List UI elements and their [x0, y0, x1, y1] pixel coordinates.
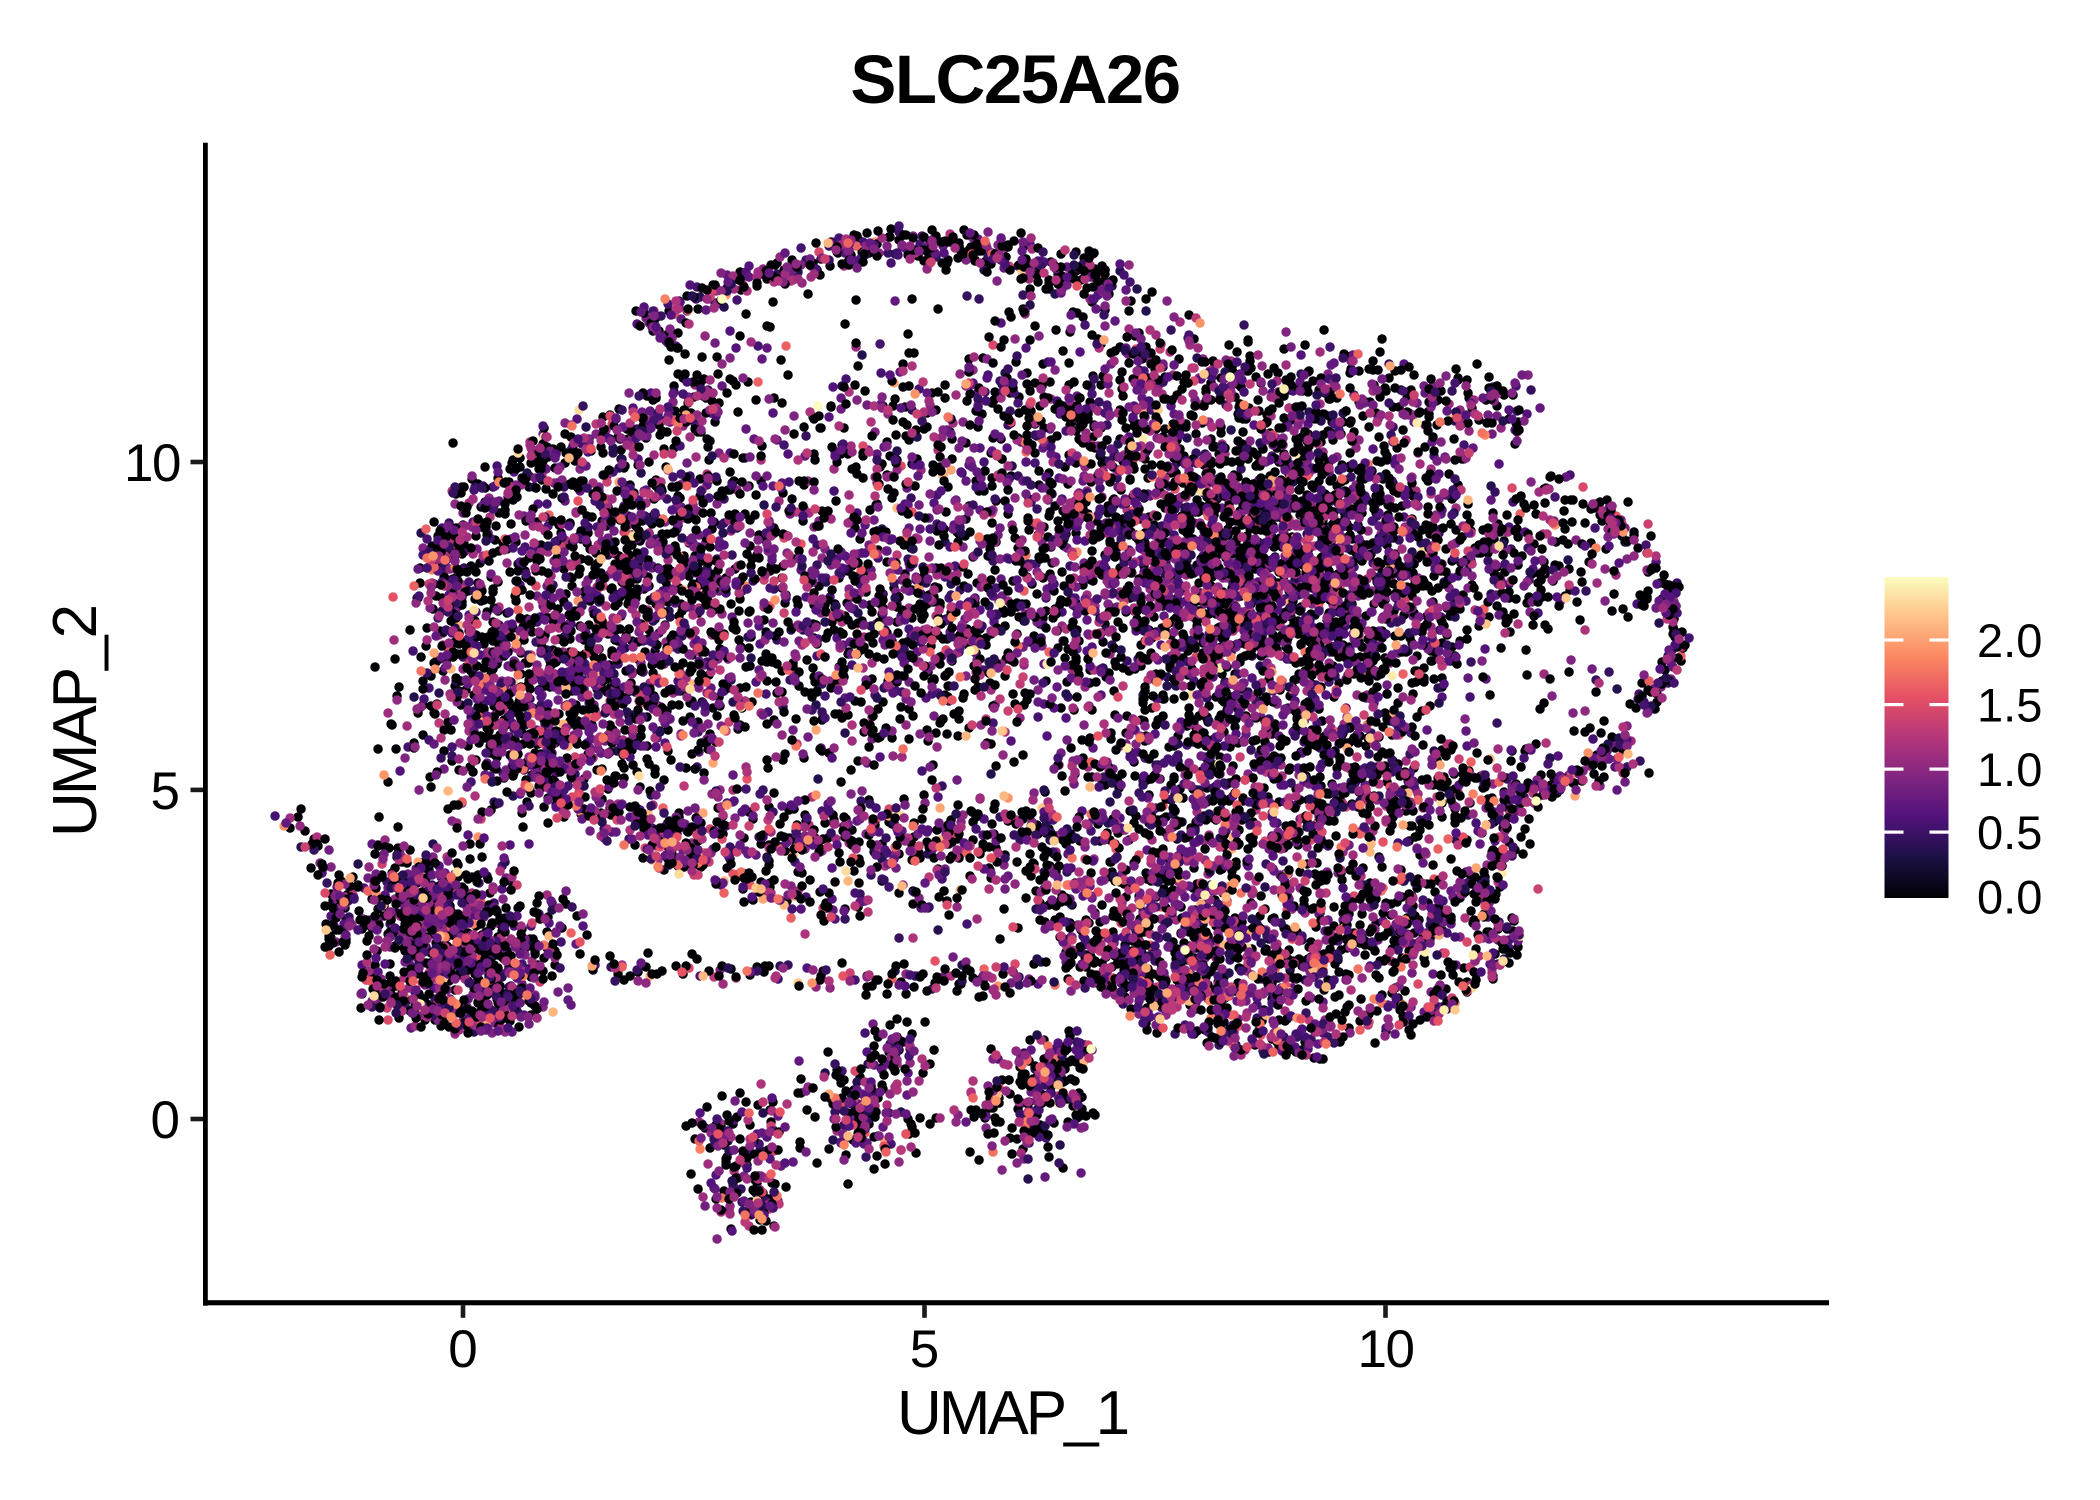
svg-text:10: 10 — [1358, 1320, 1414, 1379]
svg-text:1.0: 1.0 — [1977, 743, 2042, 796]
svg-text:10: 10 — [124, 434, 180, 493]
svg-text:2.0: 2.0 — [1977, 614, 2042, 667]
svg-text:UMAP_2: UMAP_2 — [41, 606, 110, 837]
svg-text:5: 5 — [151, 762, 180, 821]
svg-text:5: 5 — [910, 1320, 939, 1379]
svg-text:0: 0 — [151, 1091, 180, 1150]
svg-text:UMAP_1: UMAP_1 — [897, 1379, 1128, 1448]
svg-text:0.0: 0.0 — [1977, 871, 2042, 924]
svg-text:SLC25A26: SLC25A26 — [850, 41, 1179, 118]
svg-text:0.5: 0.5 — [1977, 806, 2042, 859]
svg-text:0: 0 — [448, 1320, 477, 1379]
svg-text:1.5: 1.5 — [1977, 679, 2042, 732]
